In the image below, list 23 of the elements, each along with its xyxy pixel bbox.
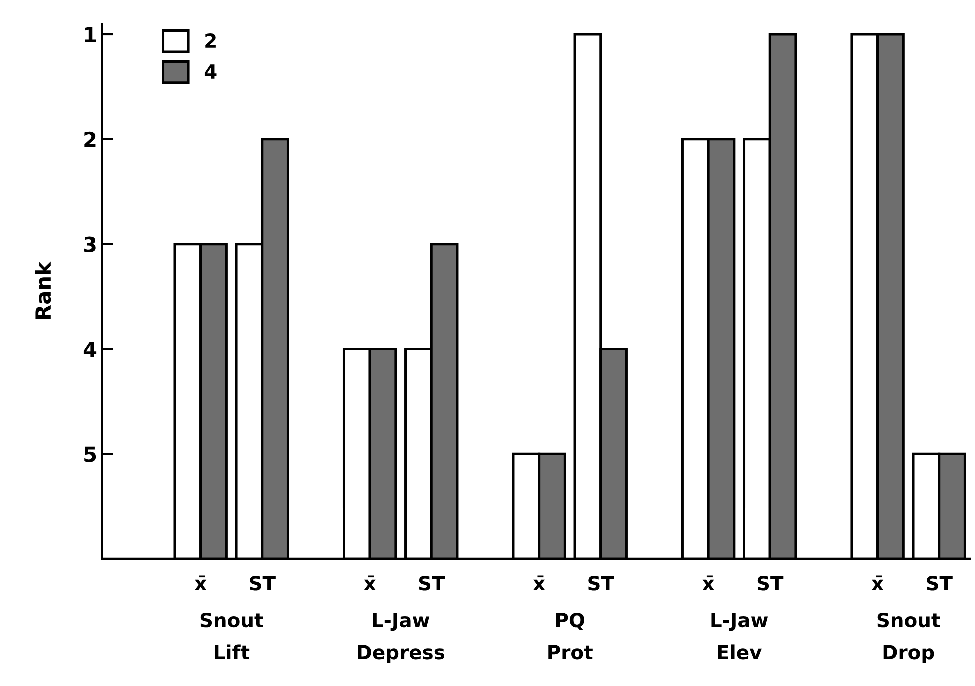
text: L-Jaw Elev <box>712 613 768 660</box>
x-tick-label: ST <box>927 576 953 591</box>
y-tick-label: 4 <box>84 342 97 358</box>
y-tick-label: 3 <box>84 236 96 253</box>
x-tick-label: x̄ <box>702 576 715 591</box>
x-tick-label: x̄ <box>194 576 207 591</box>
x-tick-label: ST <box>419 576 446 591</box>
legend-label: 2 <box>206 33 216 48</box>
text: PQ Prot <box>548 612 593 660</box>
x-tick-label: ST <box>250 576 276 591</box>
x-tick-label: ST <box>758 576 784 591</box>
x-tick-label: ST <box>588 576 614 591</box>
y-tick-label: 1 <box>85 27 96 42</box>
text: L-Jaw Depress <box>358 613 445 664</box>
text: Snout Lift <box>200 612 264 660</box>
x-tick-label: x̄ <box>364 576 376 591</box>
x-tick-label: x̄ <box>533 576 546 591</box>
x-tick-label: x̄ <box>872 576 884 591</box>
y-tick-label: 2 <box>84 132 96 148</box>
y-axis-title: Rank <box>35 262 52 320</box>
y-tick-label: 5 <box>84 446 96 462</box>
text: Snout Drop <box>878 612 940 664</box>
legend-label: 4 <box>204 64 217 79</box>
